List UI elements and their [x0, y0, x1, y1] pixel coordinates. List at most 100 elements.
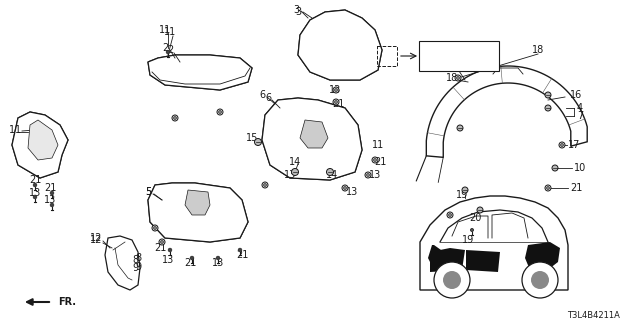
- Text: 8: 8: [132, 255, 138, 265]
- Text: 19: 19: [462, 235, 474, 245]
- Polygon shape: [428, 245, 458, 270]
- Circle shape: [547, 187, 549, 189]
- Circle shape: [166, 50, 170, 54]
- Circle shape: [264, 184, 266, 186]
- Circle shape: [477, 207, 483, 213]
- Circle shape: [216, 256, 220, 260]
- Circle shape: [168, 248, 172, 252]
- Circle shape: [367, 174, 369, 176]
- Circle shape: [467, 67, 469, 69]
- Circle shape: [447, 212, 453, 218]
- Text: 16: 16: [570, 90, 582, 100]
- Text: 2: 2: [167, 45, 173, 55]
- Text: 9: 9: [132, 263, 138, 273]
- Polygon shape: [262, 98, 362, 180]
- Text: B-46-51: B-46-51: [425, 59, 465, 68]
- Circle shape: [449, 214, 451, 216]
- Circle shape: [326, 169, 333, 175]
- Circle shape: [262, 182, 268, 188]
- Circle shape: [190, 256, 194, 260]
- Polygon shape: [430, 248, 465, 272]
- Text: 11: 11: [159, 25, 171, 35]
- Circle shape: [552, 165, 558, 171]
- Text: 1: 1: [9, 125, 15, 135]
- Text: 14: 14: [289, 157, 301, 167]
- Circle shape: [342, 185, 348, 191]
- Text: 21: 21: [236, 250, 248, 260]
- Text: 21: 21: [154, 243, 166, 253]
- Circle shape: [333, 99, 339, 105]
- Circle shape: [344, 187, 346, 189]
- Text: 3: 3: [293, 5, 299, 15]
- Text: 4: 4: [577, 103, 583, 113]
- Circle shape: [335, 89, 337, 91]
- Circle shape: [365, 172, 371, 178]
- Text: 18: 18: [446, 73, 458, 83]
- Circle shape: [561, 144, 563, 146]
- Circle shape: [51, 204, 52, 206]
- Polygon shape: [298, 10, 382, 80]
- Text: 21: 21: [570, 183, 582, 193]
- Circle shape: [531, 271, 549, 289]
- Circle shape: [239, 249, 241, 251]
- Text: 8: 8: [135, 253, 141, 263]
- Text: 2: 2: [162, 43, 168, 53]
- Polygon shape: [148, 183, 248, 242]
- Circle shape: [434, 262, 470, 298]
- Text: 13: 13: [162, 255, 174, 265]
- Polygon shape: [12, 112, 68, 178]
- Polygon shape: [148, 55, 252, 90]
- Polygon shape: [28, 120, 58, 160]
- Circle shape: [159, 239, 165, 245]
- Text: 7: 7: [577, 111, 583, 121]
- Circle shape: [172, 115, 178, 121]
- Text: 3: 3: [295, 7, 301, 17]
- Circle shape: [35, 184, 36, 186]
- Text: 5: 5: [145, 187, 151, 197]
- Circle shape: [470, 228, 474, 231]
- Circle shape: [335, 101, 337, 103]
- Text: 19: 19: [456, 190, 468, 200]
- Text: 6: 6: [265, 93, 271, 103]
- Text: 13: 13: [212, 258, 224, 268]
- Text: 12: 12: [90, 233, 102, 243]
- Text: 18: 18: [532, 45, 544, 55]
- Polygon shape: [148, 55, 252, 90]
- Text: 21: 21: [374, 157, 386, 167]
- Text: 21: 21: [44, 183, 56, 193]
- Text: 20: 20: [469, 213, 481, 223]
- Circle shape: [291, 169, 298, 175]
- Polygon shape: [426, 66, 588, 157]
- Polygon shape: [420, 196, 568, 290]
- Text: T3L4B4211A: T3L4B4211A: [567, 310, 620, 319]
- Text: 10: 10: [574, 163, 586, 173]
- Circle shape: [462, 187, 468, 193]
- Polygon shape: [185, 190, 210, 215]
- Text: 1: 1: [15, 125, 21, 135]
- Circle shape: [152, 225, 158, 231]
- Circle shape: [372, 157, 378, 163]
- Circle shape: [167, 51, 169, 53]
- Circle shape: [457, 125, 463, 131]
- Text: 5: 5: [145, 187, 151, 197]
- Circle shape: [443, 271, 461, 289]
- Circle shape: [374, 159, 376, 161]
- Text: 21: 21: [184, 258, 196, 268]
- Circle shape: [457, 77, 460, 79]
- Text: 15: 15: [246, 133, 258, 143]
- Text: FR.: FR.: [58, 297, 76, 307]
- Text: B-46-50: B-46-50: [425, 46, 465, 55]
- Circle shape: [219, 111, 221, 113]
- Polygon shape: [300, 120, 328, 148]
- Circle shape: [33, 183, 36, 187]
- Circle shape: [217, 109, 223, 115]
- Circle shape: [559, 142, 565, 148]
- Circle shape: [51, 203, 54, 207]
- Text: 13: 13: [329, 85, 341, 95]
- Polygon shape: [105, 236, 140, 290]
- Polygon shape: [12, 112, 68, 178]
- Text: 13: 13: [44, 195, 56, 205]
- Circle shape: [154, 227, 156, 229]
- Text: 17: 17: [568, 140, 580, 150]
- Circle shape: [238, 248, 242, 252]
